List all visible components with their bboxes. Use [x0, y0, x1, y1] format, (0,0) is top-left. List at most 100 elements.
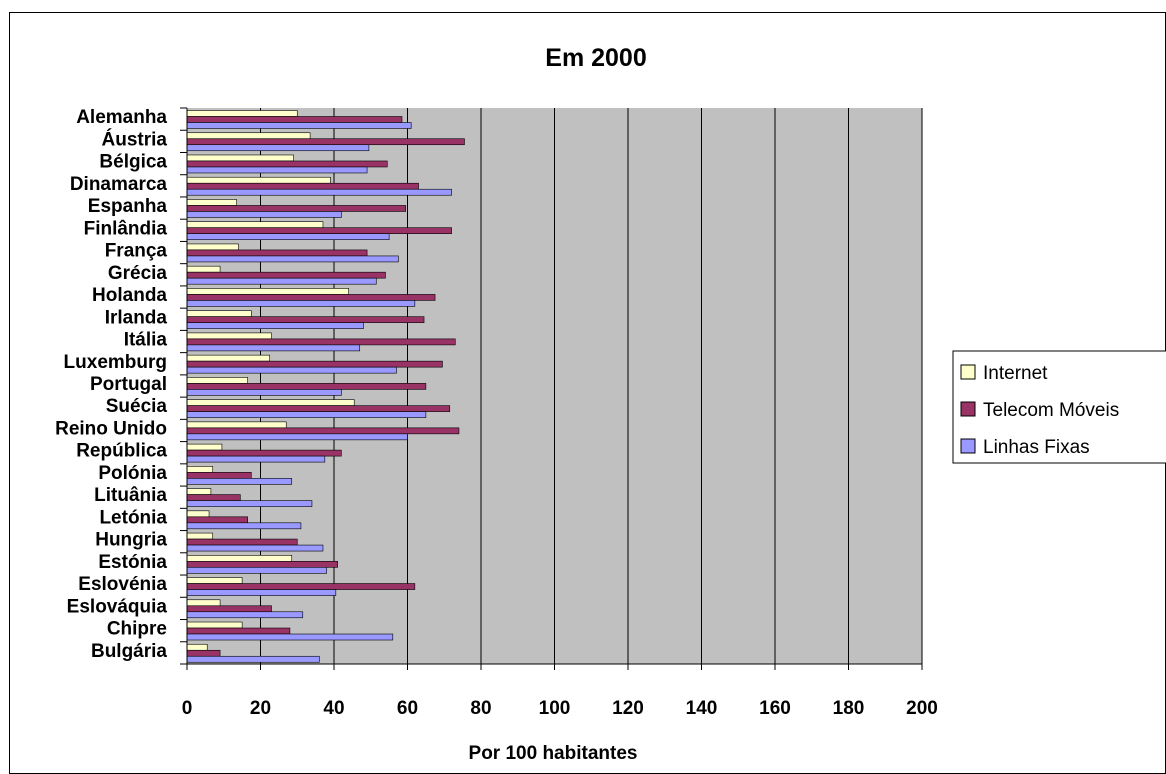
- bar: [186, 176, 331, 184]
- bar: [186, 472, 252, 479]
- bar: [186, 338, 456, 346]
- category-label: Portugal: [90, 374, 167, 395]
- bar: [186, 199, 237, 206]
- bar: [186, 449, 342, 457]
- category-label: Eslovénia: [78, 574, 167, 595]
- chart-title: Em 2000: [545, 44, 646, 72]
- category-label: Polónia: [98, 463, 167, 484]
- bar: [186, 421, 287, 429]
- bar: [186, 405, 451, 412]
- bar: [186, 116, 403, 123]
- bar: [186, 316, 425, 323]
- x-tick-label: 180: [833, 698, 865, 719]
- x-tick-label: 200: [906, 698, 938, 719]
- bar: [186, 599, 221, 607]
- category-label: Irlanda: [105, 307, 168, 328]
- bar: [186, 154, 294, 162]
- bar: [186, 443, 223, 451]
- bar: [186, 138, 465, 146]
- bar: [186, 322, 364, 329]
- bar: [186, 427, 460, 435]
- bar: [186, 211, 342, 218]
- bar: [186, 332, 272, 340]
- legend-swatch: [960, 438, 976, 454]
- bar: [186, 566, 327, 574]
- category-labels: AlemanhaÁustriaBélgicaDinamarcaEspanhaFi…: [55, 107, 167, 662]
- category-label: Estónia: [98, 552, 167, 573]
- category-label: Dinamarca: [70, 174, 168, 195]
- bar: [186, 221, 324, 228]
- x-tick-label: 60: [397, 698, 418, 719]
- bar: [186, 544, 324, 552]
- bar: [186, 516, 248, 524]
- legend-box: [952, 350, 1166, 464]
- bar: [186, 605, 272, 613]
- bar: [186, 577, 243, 584]
- bar: [186, 344, 361, 352]
- bar: [186, 132, 311, 140]
- bar: [186, 160, 388, 168]
- bar: [186, 488, 212, 495]
- x-tick-label: 40: [323, 698, 344, 719]
- bar: [186, 466, 214, 473]
- bar: [186, 554, 293, 562]
- category-label: Áustria: [102, 128, 168, 150]
- legend-label: Linhas Fixas: [983, 437, 1090, 458]
- bar: [186, 433, 408, 441]
- x-tick-label: 20: [250, 698, 271, 719]
- bar: [186, 366, 397, 374]
- bar: [186, 300, 416, 307]
- legend-label: Telecom Móveis: [983, 400, 1119, 421]
- category-label: República: [76, 441, 167, 462]
- legend: Internet Telecom Móveis Linhas Fixas: [952, 350, 1166, 464]
- bar: [186, 354, 270, 362]
- bar: [186, 233, 390, 240]
- x-tick-label: 160: [759, 698, 791, 719]
- x-tick-label: 140: [686, 698, 718, 719]
- category-label: Letónia: [99, 507, 167, 528]
- bar: [186, 249, 368, 257]
- x-tick-label: 80: [470, 698, 491, 719]
- bar: [186, 205, 406, 212]
- bar: [186, 589, 337, 596]
- bar: [186, 122, 412, 129]
- bar: [186, 243, 239, 251]
- bar: [186, 633, 394, 641]
- bar: [186, 478, 293, 485]
- x-axis-title: Por 100 habitantes: [469, 743, 638, 764]
- bar: [186, 500, 313, 507]
- bar: [186, 621, 243, 629]
- bar: [186, 110, 298, 117]
- axes: [180, 107, 923, 670]
- x-tick-label: 0: [182, 698, 193, 719]
- category-label: Reino Unido: [55, 418, 167, 439]
- bar: [186, 144, 370, 152]
- category-label: Bélgica: [99, 152, 167, 173]
- bar: [186, 288, 349, 295]
- x-tick-label: 100: [539, 698, 571, 719]
- bar: [186, 560, 338, 568]
- x-tick-labels: 0 20 40 60 80 100 120 140 160 180 200: [182, 698, 938, 719]
- category-label: Eslováquia: [67, 596, 168, 617]
- bar: [186, 182, 419, 190]
- category-label: Espanha: [88, 196, 168, 217]
- category-label: Lituânia: [94, 485, 167, 506]
- x-tick-label: 120: [612, 698, 644, 719]
- bar: [186, 611, 304, 619]
- category-label: Finlândia: [84, 218, 168, 239]
- bar: [186, 166, 368, 174]
- bar: [186, 227, 452, 234]
- bar: [186, 494, 241, 501]
- category-label: França: [105, 241, 168, 262]
- bar: [186, 583, 416, 590]
- bar: [186, 522, 302, 530]
- bar: [186, 277, 377, 285]
- category-label: Luxemburg: [64, 352, 167, 373]
- bar: [186, 383, 427, 390]
- bar: [186, 294, 436, 301]
- bar: [186, 271, 386, 279]
- bar: [186, 532, 214, 540]
- bar: [186, 643, 208, 651]
- bar: [186, 389, 342, 396]
